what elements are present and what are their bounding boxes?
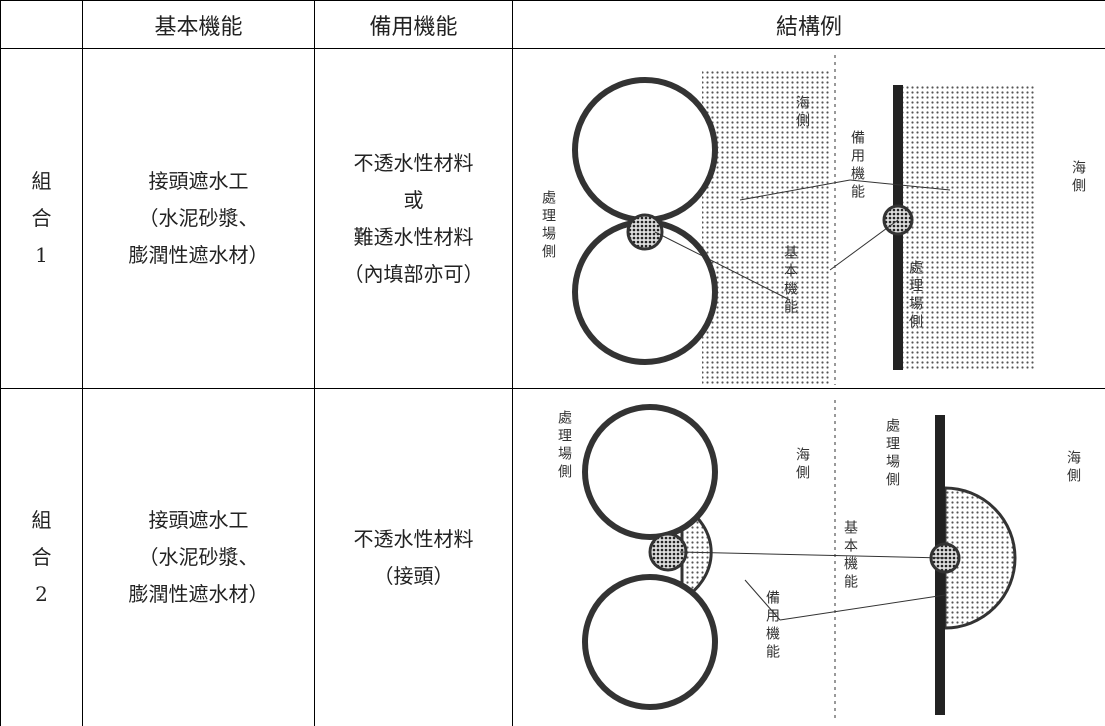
diagram-label: 處理場側 bbox=[540, 190, 556, 262]
cell-line: 1 bbox=[35, 243, 48, 267]
diagram-label: 基本機能 bbox=[782, 245, 798, 317]
header-cell bbox=[0, 0, 83, 49]
diagram-label: 備用機能 bbox=[764, 590, 780, 662]
row: 組合 2 接頭遮水工 （水泥砂漿、 膨潤性遮水材） 不透水性材料 （接頭） bbox=[0, 388, 1105, 726]
cell-line: 組 bbox=[31, 169, 52, 193]
diagram-cell bbox=[512, 388, 1105, 726]
cell-line: 接頭遮水工 bbox=[148, 508, 249, 532]
row-label: 組合 1 bbox=[0, 48, 83, 389]
diagram-label: 處理場側 bbox=[907, 260, 923, 332]
cell-line: 組 bbox=[31, 508, 52, 532]
cell-line: （內填部亦可） bbox=[343, 261, 484, 286]
diagram-label: 基本機能 bbox=[842, 520, 858, 592]
diagram-cell bbox=[512, 48, 1105, 389]
cell-line: 難透水性材料 bbox=[353, 224, 474, 249]
cell-line: （水泥砂漿、 bbox=[138, 545, 259, 569]
header-cell: 基本機能 bbox=[82, 0, 315, 49]
cell-line: 合 bbox=[31, 545, 52, 569]
diagram-label: 海側 bbox=[1065, 450, 1081, 486]
cell-line: 不透水性材料 bbox=[353, 526, 474, 551]
cell-line: 接頭遮水工 bbox=[148, 169, 249, 193]
cell-line: 不透水性材料 bbox=[353, 150, 474, 175]
diagram-label: 處理場側 bbox=[556, 410, 572, 482]
diagram-label: 海側 bbox=[794, 447, 810, 483]
row-label: 組合 2 bbox=[0, 388, 83, 726]
cell-line: 膨潤性遮水材） bbox=[128, 243, 269, 267]
diagram-label: 海側 bbox=[1070, 160, 1086, 196]
diagram-label: 海側 bbox=[794, 95, 810, 131]
header-cell: 備用機能 bbox=[314, 0, 513, 49]
cell-line: 2 bbox=[35, 582, 48, 606]
diagram-label: 備用機能 bbox=[849, 130, 865, 202]
cell-line: 合 bbox=[31, 206, 52, 230]
basic-cell: 接頭遮水工 （水泥砂漿、 膨潤性遮水材） bbox=[82, 48, 315, 389]
backup-cell: 不透水性材料或難透水性材料 （內填部亦可） bbox=[314, 48, 513, 389]
diagram-label: 處理場側 bbox=[884, 418, 900, 490]
cell-line: 膨潤性遮水材） bbox=[128, 582, 269, 606]
header-row: 基本機能 備用機能 結構例 bbox=[0, 0, 1105, 49]
cell-line: 或 bbox=[403, 187, 424, 212]
header-cell: 結構例 bbox=[512, 0, 1105, 49]
basic-cell: 接頭遮水工 （水泥砂漿、 膨潤性遮水材） bbox=[82, 388, 315, 726]
row: 組合 1 接頭遮水工 （水泥砂漿、 膨潤性遮水材） 不透水性材料或難透水性材料 （內填部… bbox=[0, 48, 1105, 389]
cell-line: （接頭） bbox=[373, 563, 454, 588]
backup-cell: 不透水性材料 （接頭） bbox=[314, 388, 513, 726]
cell-line: （水泥砂漿、 bbox=[138, 206, 259, 230]
